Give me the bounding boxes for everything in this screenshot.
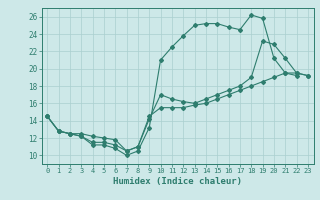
X-axis label: Humidex (Indice chaleur): Humidex (Indice chaleur) <box>113 177 242 186</box>
